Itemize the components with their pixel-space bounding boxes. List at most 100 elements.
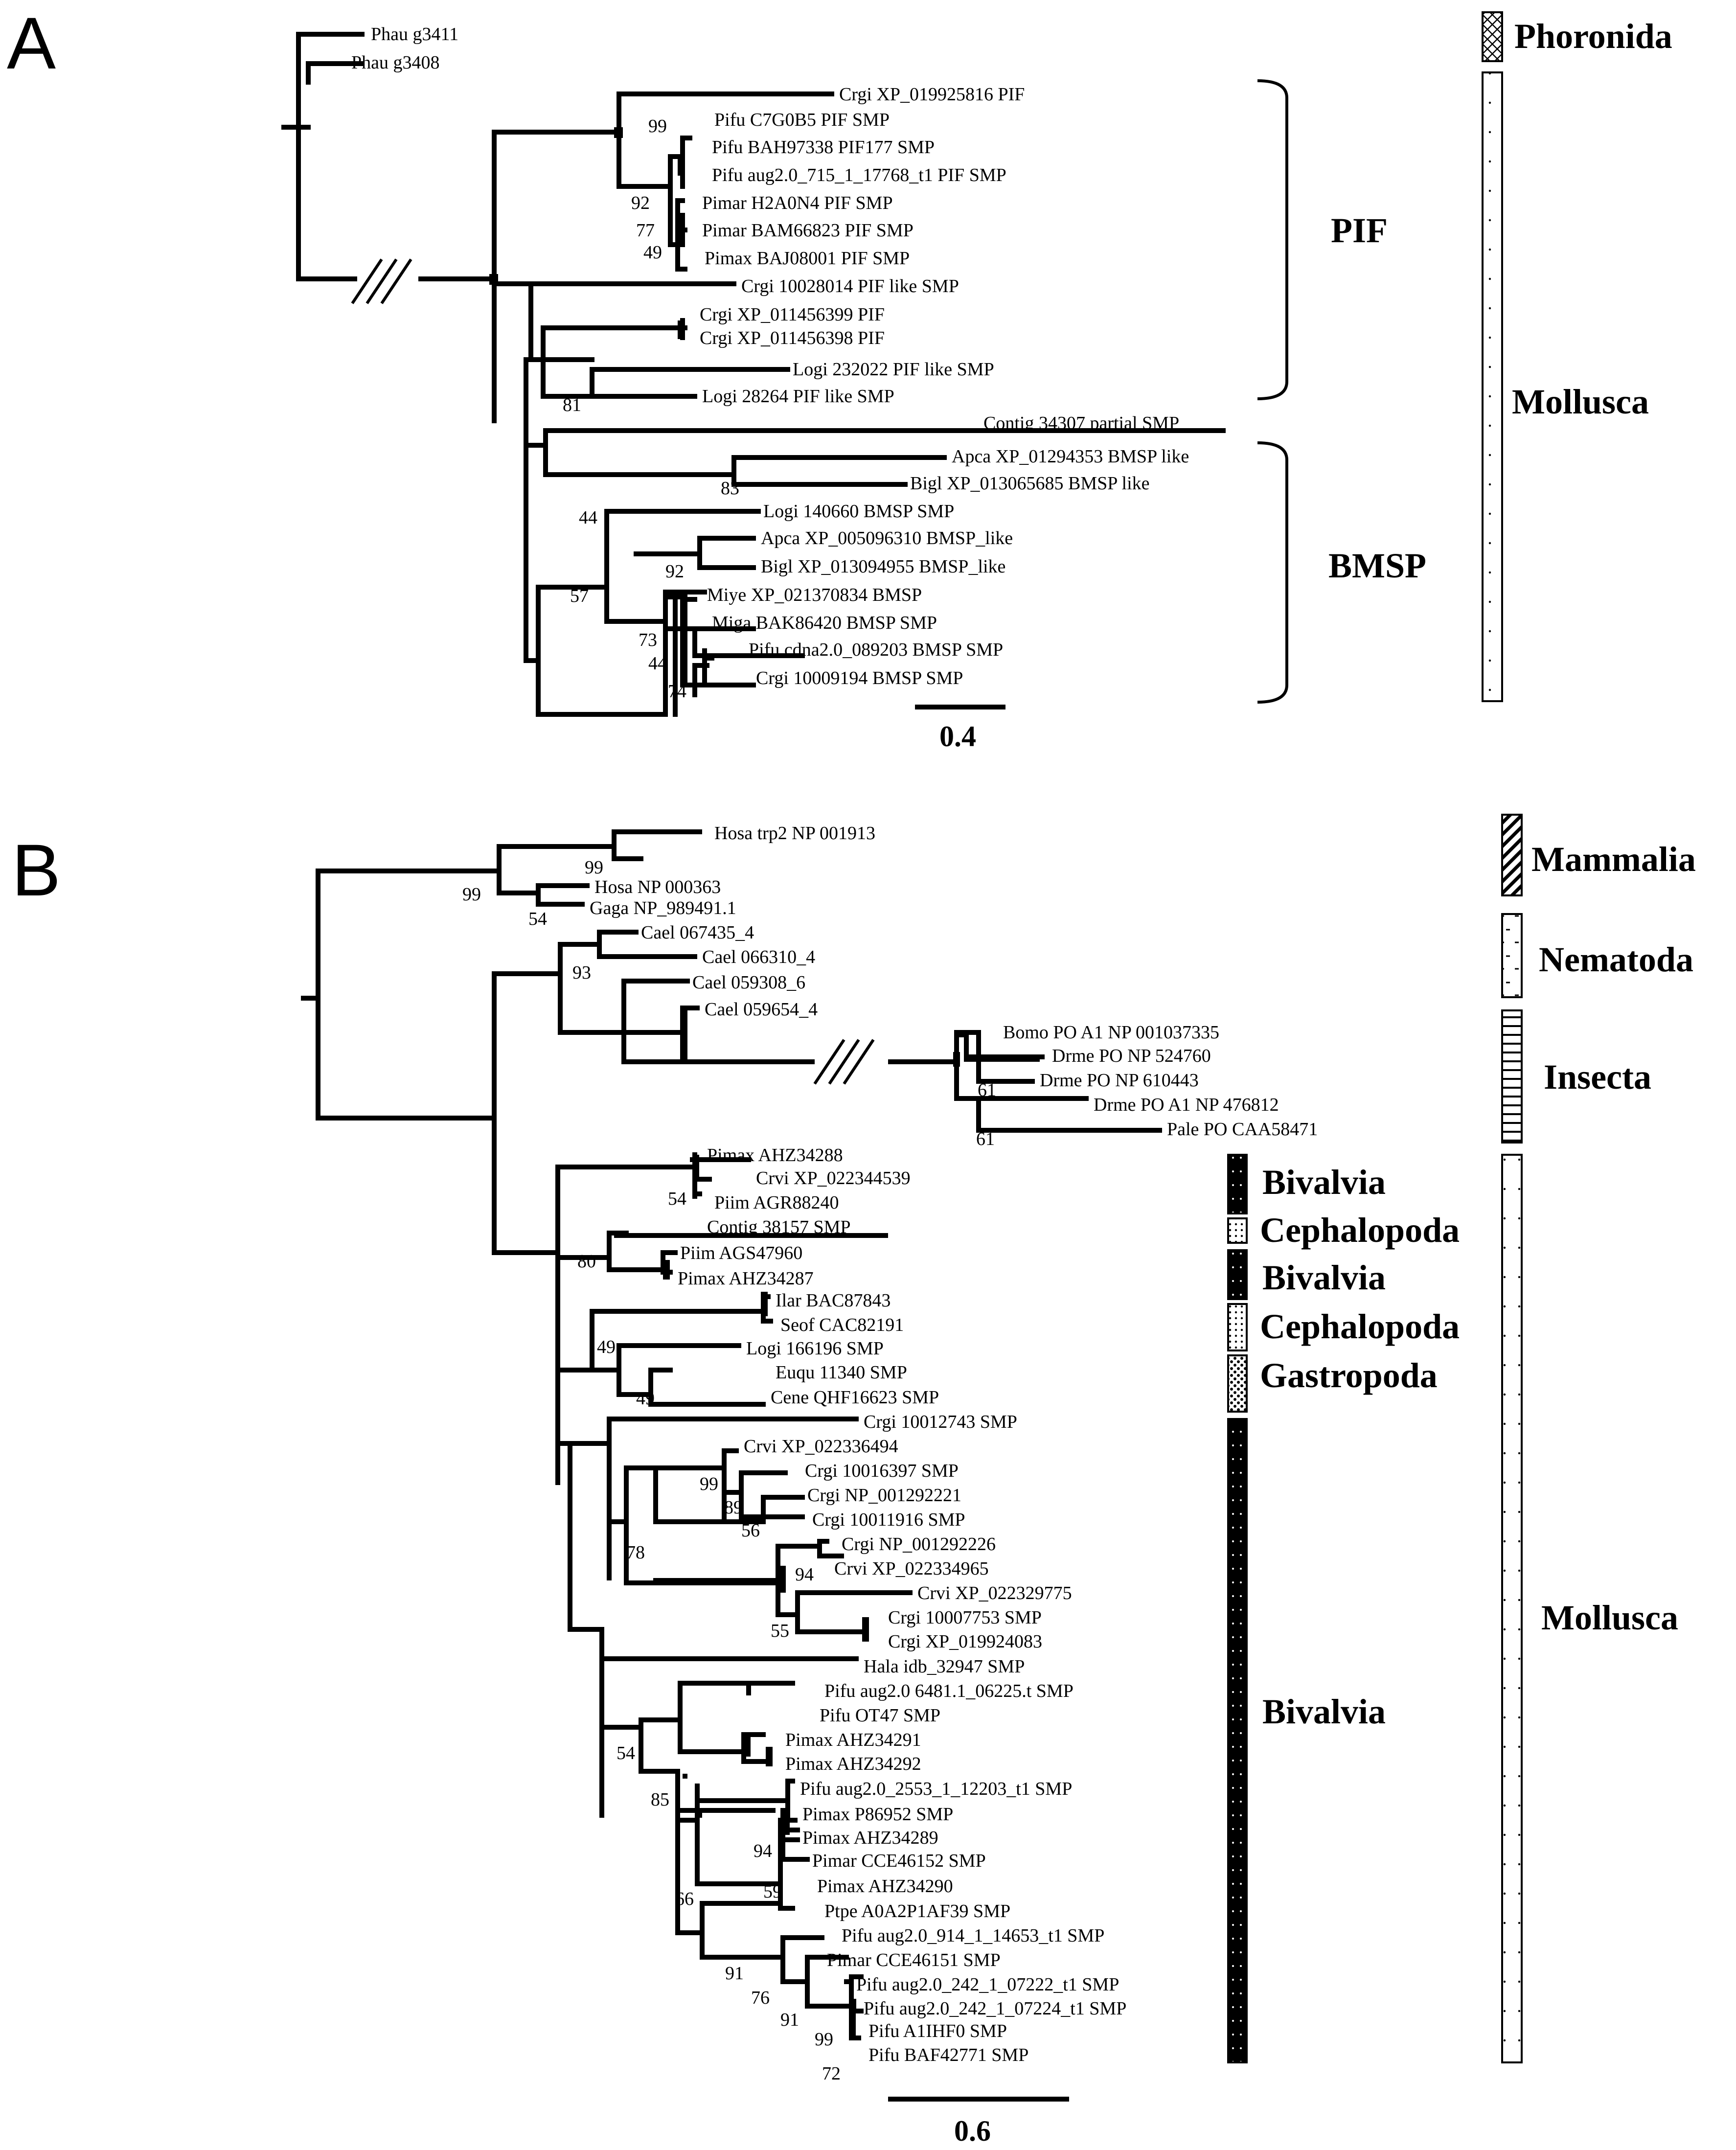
bootstrap-value: 74 [668, 681, 686, 702]
leaf-label: Crgi 10007753 SMP [888, 1607, 1042, 1628]
leaf-label: Cael 059654_4 [705, 999, 818, 1020]
leaf-label: Apca XP_005096310 BMSP_like [761, 528, 1013, 549]
leaf-label: Bigl XP_013065685 BMSP like [910, 473, 1150, 494]
leaf-label: Logi 232022 PIF like SMP [793, 359, 994, 380]
bootstrap-value: 61 [978, 1080, 996, 1100]
mollusca-label-b: Mollusca [1541, 1598, 1678, 1637]
panel-b-leaf-labels: Hosa trp2 NP 001913 Hosa NP 000363 Gaga … [590, 823, 1318, 2065]
nematoda-label: Nematoda [1539, 940, 1693, 979]
bootstrap-value: 54 [668, 1189, 686, 1209]
bootstrap-value: 61 [976, 1129, 995, 1149]
bivalvia-bar-2 [1227, 1249, 1248, 1300]
panel-b-tree [301, 829, 1162, 2040]
bootstrap-value: 59 [763, 1881, 782, 1902]
leaf-label: Pimax AHZ34289 [802, 1828, 938, 1848]
leaf-label: Crvi XP_022336494 [744, 1436, 898, 1457]
bootstrap-value: 54 [528, 909, 547, 929]
panel-a-bootstraps: 99 92 77 49 81 83 44 92 57 73 44 74 [563, 116, 739, 702]
leaf-label: Pimax AHZ34287 [678, 1268, 814, 1289]
leaf-label: Cael 067435_4 [641, 922, 754, 943]
bootstrap-value: 76 [751, 1988, 770, 2008]
leaf-label: Crgi 10016397 SMP [805, 1461, 959, 1481]
leaf-label: Pimar H2A0N4 PIF SMP [702, 193, 893, 213]
bivalvia-label-2: Bivalvia [1262, 1258, 1386, 1297]
bootstrap-value: 72 [822, 2063, 841, 2084]
bootstrap-value: 94 [754, 1841, 772, 1861]
leaf-label: Pifu A1IHF0 SMP [868, 2021, 1007, 2041]
leaf-label: Ilar BAC87843 [776, 1290, 891, 1311]
leaf-label: Pimax P86952 SMP [802, 1804, 953, 1825]
bootstrap-value: 49 [597, 1337, 616, 1357]
leaf-label: Crgi XP_019925816 PIF [839, 84, 1025, 105]
leaf-label: Pifu aug2.0_242_1_07222_t1 SMP [856, 1974, 1119, 1995]
pif-clade-brace [1257, 79, 1288, 400]
leaf-label: Pifu aug2.0_242_1_07224_t1 SMP [864, 1998, 1126, 2019]
cephalopoda-bar-2 [1227, 1303, 1248, 1351]
bootstrap-value: 78 [626, 1542, 645, 1563]
leaf-label: Crgi 10012743 SMP [864, 1412, 1017, 1432]
bootstrap-value: 49 [636, 1388, 655, 1409]
bivalvia-label-3: Bivalvia [1262, 1692, 1386, 1731]
leaf-label: Drme PO NP 524760 [1052, 1046, 1211, 1066]
bmsp-clade-label: BMSP [1328, 546, 1426, 585]
leaf-label: Drme PO A1 NP 476812 [1094, 1095, 1279, 1115]
bootstrap-value: 57 [570, 586, 589, 606]
leaf-label: Crvi XP_022329775 [917, 1583, 1072, 1603]
bootstrap-value: 92 [631, 193, 650, 213]
cephalopoda-label-2: Cephalopoda [1260, 1307, 1460, 1346]
bootstrap-value: 91 [780, 2010, 799, 2030]
insecta-label: Insecta [1544, 1057, 1651, 1097]
bivalvia-bar-1 [1227, 1154, 1248, 1214]
leaf-label: Piim AGR88240 [714, 1192, 839, 1213]
mollusca-bar-b [1501, 1154, 1523, 2063]
leaf-label: Logi 166196 SMP [746, 1338, 884, 1359]
bootstrap-value: 73 [639, 630, 657, 650]
bootstrap-value: 55 [771, 1621, 789, 1641]
leaf-label: Pifu C7G0B5 PIF SMP [714, 110, 890, 130]
leaf-label: Pifu BAF42771 SMP [868, 2045, 1028, 2065]
bootstrap-value: 93 [572, 962, 591, 983]
bootstrap-value: 54 [617, 1743, 635, 1763]
leaf-label: Pifu BAH97338 PIF177 SMP [712, 137, 935, 158]
leaf-label: Miga BAK86420 BMSP SMP [712, 613, 937, 633]
leaf-label: Pimax AHZ34288 [707, 1145, 843, 1166]
leaf-label: Pifu cdna2.0_089203 BMSP SMP [749, 640, 1003, 660]
leaf-label: Contig 34307 partial SMP [983, 413, 1179, 434]
bootstrap-value: 99 [815, 2029, 833, 2050]
bivalvia-bar-3 [1227, 1418, 1248, 2063]
gastropoda-label: Gastropoda [1260, 1356, 1438, 1395]
bootstrap-value: 92 [665, 561, 684, 582]
bivalvia-label-1: Bivalvia [1262, 1163, 1386, 1202]
leaf-label: Pifu aug2.0_2553_1_12203_t1 SMP [800, 1779, 1072, 1799]
leaf-label: Hosa trp2 NP 001913 [714, 823, 875, 844]
phoronida-bar [1482, 11, 1503, 62]
cephalopoda-bar-1 [1227, 1217, 1248, 1244]
leaf-label: Crgi NP_001292226 [842, 1534, 996, 1555]
bootstrap-value: 77 [636, 220, 655, 241]
bootstrap-value: 99 [585, 857, 603, 878]
bootstrap-value: 56 [741, 1520, 760, 1541]
leaf-label: Pale PO CAA58471 [1167, 1119, 1318, 1140]
leaf-label: Crvi XP_022344539 [756, 1168, 911, 1189]
panel-a-leaf-labels: Phau g3411 Phau g3408 Crgi XP_019925816 … [351, 24, 1189, 688]
leaf-label: Bomo PO A1 NP 001037335 [1003, 1022, 1219, 1043]
leaf-label: Drme PO NP 610443 [1040, 1070, 1199, 1091]
panel-a-tree [281, 32, 1226, 717]
mollusca-label-a: Mollusca [1512, 382, 1649, 421]
leaf-label: Pimar BAM66823 PIF SMP [702, 220, 914, 241]
leaf-label: Crgi NP_001292221 [807, 1485, 961, 1506]
bootstrap-value: 85 [651, 1789, 669, 1810]
bootstrap-value: 44 [648, 653, 667, 674]
leaf-label: Crgi XP_011456398 PIF [700, 328, 885, 348]
leaf-label: Phau g3408 [351, 52, 440, 73]
bootstrap-value: 99 [462, 884, 481, 905]
pif-clade-label: PIF [1331, 211, 1388, 250]
bootstrap-value: 66 [675, 1889, 694, 1909]
bootstrap-value: 99 [648, 116, 667, 137]
leaf-label: Phau g3411 [371, 24, 458, 45]
leaf-label: Piim AGS47960 [680, 1243, 802, 1263]
leaf-label: Bigl XP_013094955 BMSP_like [761, 556, 1005, 577]
bootstrap-value: 94 [795, 1564, 814, 1585]
bootstrap-value: 83 [721, 478, 739, 499]
scale-label-a: 0.4 [939, 720, 976, 753]
